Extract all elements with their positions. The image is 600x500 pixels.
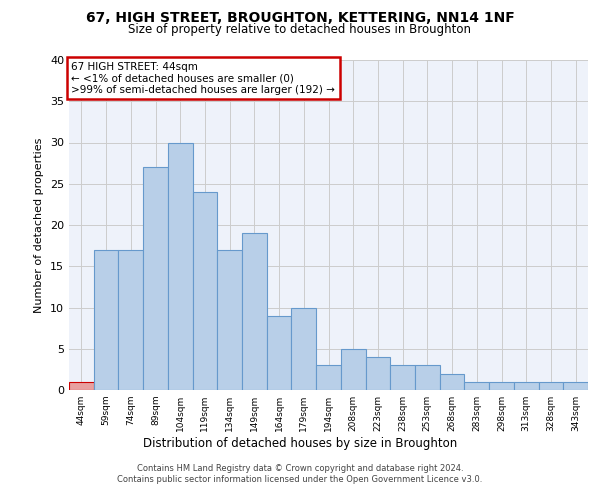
Bar [489,382,514,390]
Bar [292,308,316,390]
Bar [415,365,440,390]
Bar [69,382,94,390]
Bar [168,142,193,390]
Text: Contains HM Land Registry data © Crown copyright and database right 2024.: Contains HM Land Registry data © Crown c… [137,464,463,473]
Text: Distribution of detached houses by size in Broughton: Distribution of detached houses by size … [143,438,457,450]
Bar [267,316,292,390]
Bar [242,233,267,390]
Bar [440,374,464,390]
Bar [341,349,365,390]
Bar [464,382,489,390]
Bar [94,250,118,390]
Bar [390,365,415,390]
Bar [118,250,143,390]
Bar [217,250,242,390]
Bar [563,382,588,390]
Bar [514,382,539,390]
Bar [193,192,217,390]
Bar [143,167,168,390]
Text: Size of property relative to detached houses in Broughton: Size of property relative to detached ho… [128,22,472,36]
Bar [316,365,341,390]
Bar [365,357,390,390]
Text: 67 HIGH STREET: 44sqm
← <1% of detached houses are smaller (0)
>99% of semi-deta: 67 HIGH STREET: 44sqm ← <1% of detached … [71,62,335,95]
Text: 67, HIGH STREET, BROUGHTON, KETTERING, NN14 1NF: 67, HIGH STREET, BROUGHTON, KETTERING, N… [86,11,514,25]
Y-axis label: Number of detached properties: Number of detached properties [34,138,44,312]
Bar [539,382,563,390]
Text: Contains public sector information licensed under the Open Government Licence v3: Contains public sector information licen… [118,475,482,484]
